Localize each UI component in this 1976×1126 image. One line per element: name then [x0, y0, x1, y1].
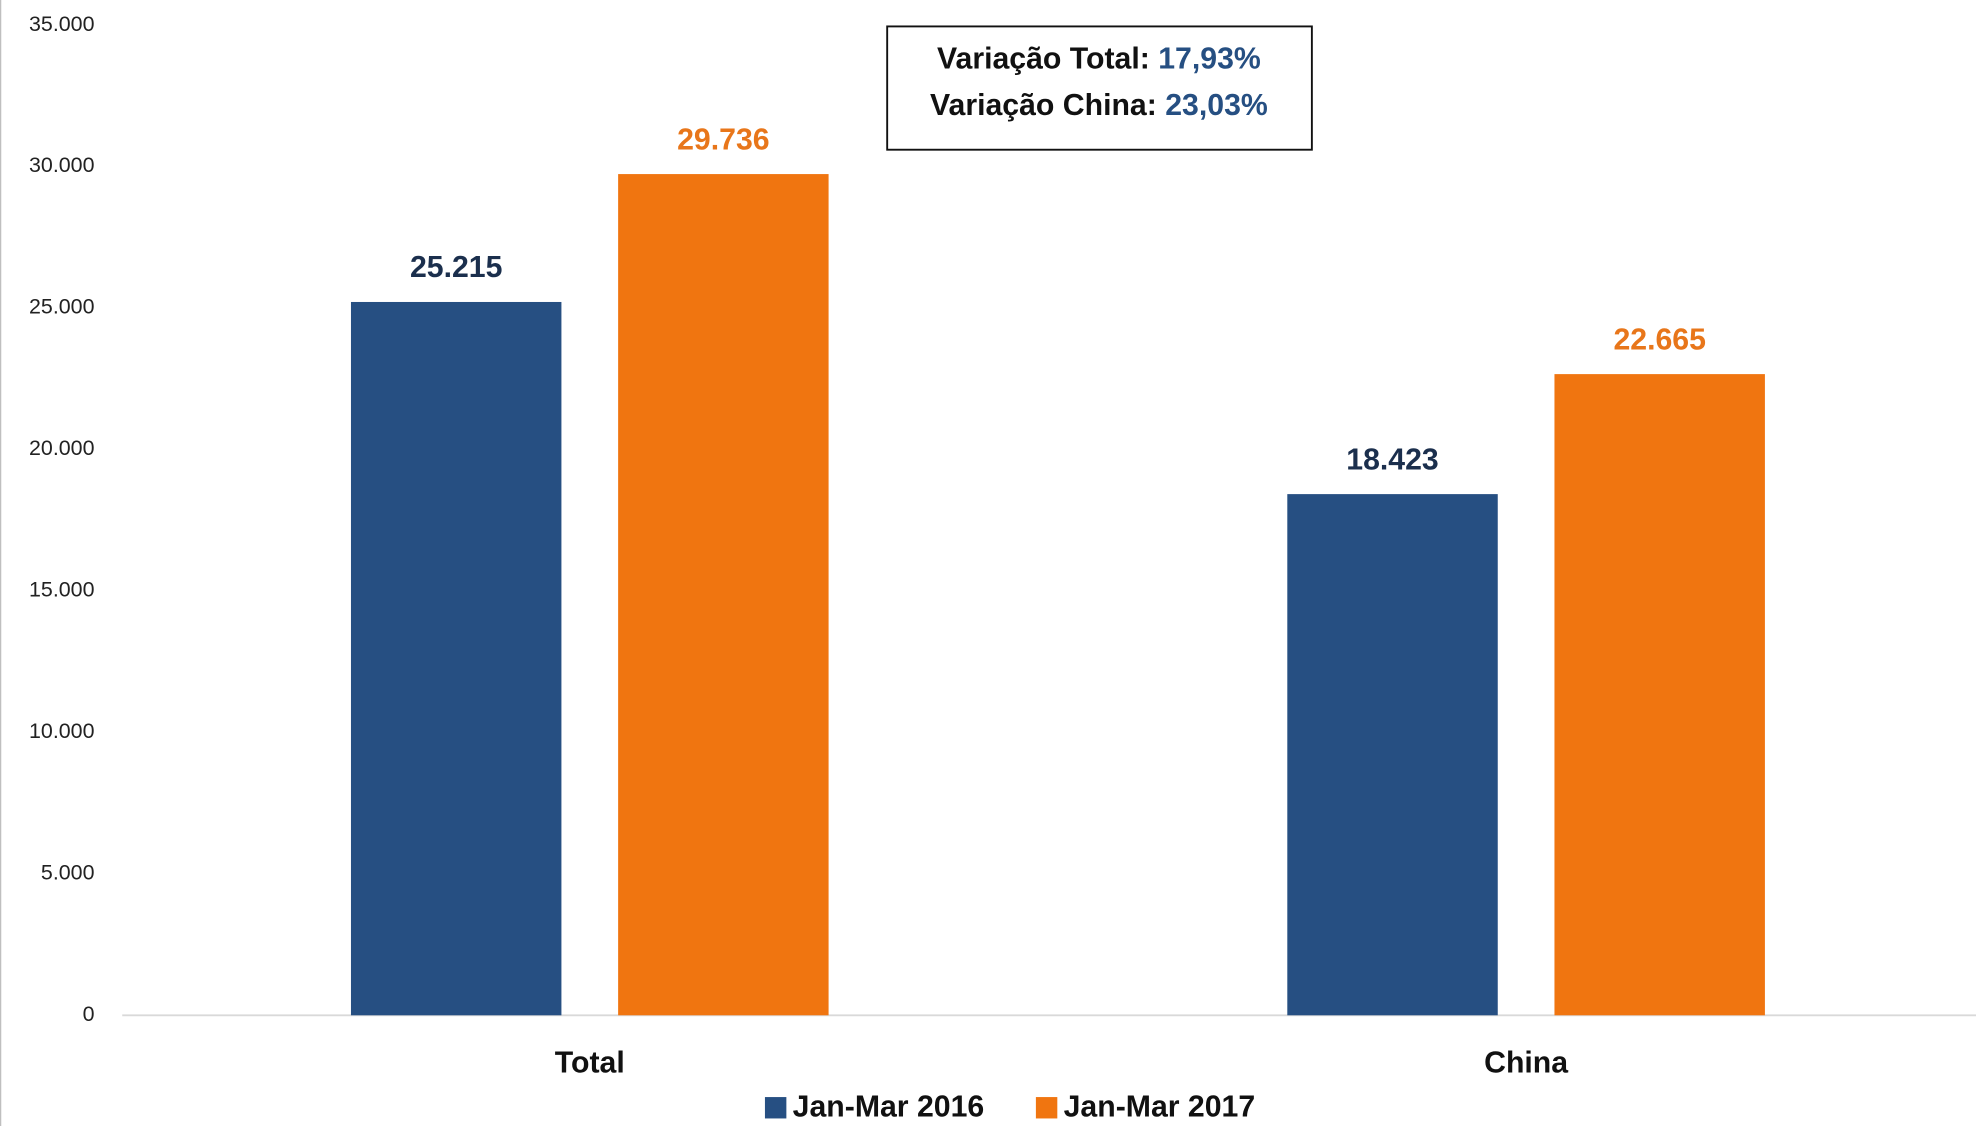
value-label: 25.215 — [410, 251, 502, 284]
y-tick-label: 10.000 — [29, 719, 95, 743]
legend-label: Jan-Mar 2016 — [793, 1090, 985, 1123]
y-tick-label: 25.000 — [29, 295, 95, 319]
annotation-value: 17,93% — [1158, 42, 1261, 75]
annotation-value: 23,03% — [1165, 89, 1268, 122]
y-tick-label: 35.000 — [29, 12, 95, 36]
value-label: 18.423 — [1346, 443, 1438, 476]
bar — [1554, 374, 1765, 1016]
bar — [350, 301, 562, 1016]
legend-swatch — [1035, 1097, 1058, 1119]
y-tick-label: 20.000 — [29, 436, 95, 460]
legend-swatch — [764, 1097, 787, 1119]
bar — [1287, 494, 1498, 1016]
value-label: 22.665 — [1613, 323, 1705, 356]
x-tick-label: Total — [555, 1046, 625, 1079]
x-tick-label: China — [1484, 1046, 1568, 1079]
y-tick-label: 5.000 — [41, 861, 95, 885]
y-tick-label: 30.000 — [29, 153, 95, 177]
y-tick-label: 15.000 — [29, 578, 95, 602]
annotation: Variação Total: 17,93% — [937, 42, 1261, 75]
value-label: 29.736 — [677, 123, 769, 156]
annotation: Variação China: 23,03% — [930, 89, 1268, 122]
bar — [618, 174, 829, 1016]
annotation-box — [886, 25, 1313, 151]
legend-label: Jan-Mar 2017 — [1064, 1090, 1256, 1123]
y-tick-label: 0 — [83, 1002, 95, 1026]
annotation-label: Variação China: — [930, 89, 1157, 122]
annotation-label: Variação Total: — [937, 42, 1150, 75]
